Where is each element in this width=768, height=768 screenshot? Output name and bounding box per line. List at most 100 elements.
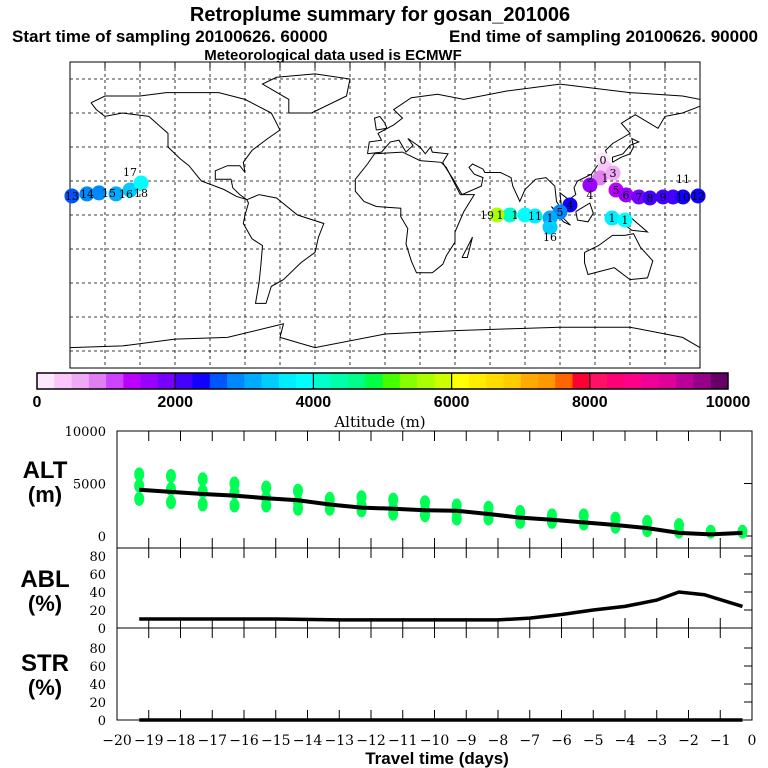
plume-point	[64, 188, 80, 204]
plume-point	[618, 187, 634, 203]
y-tick-label: 40	[89, 678, 106, 693]
x-tick-label: −18	[166, 733, 196, 749]
colorbar-frame	[36, 372, 729, 390]
colorbar-tick-label: 2000	[157, 394, 193, 411]
plume-point	[108, 186, 124, 202]
colorbar-swatch	[589, 373, 608, 389]
y-tick-label: 60	[89, 568, 106, 583]
altitude-point	[197, 472, 208, 487]
x-tick-label: −3	[646, 733, 667, 749]
plume-point-label: 1	[512, 209, 519, 222]
colorbar-swatch	[278, 373, 297, 389]
x-axis-title: Travel time (days)	[365, 749, 509, 768]
plume-point	[91, 185, 107, 201]
abl-line	[139, 590, 743, 622]
abl-label-1: ABL	[20, 566, 69, 593]
x-tick-label: −12	[356, 733, 386, 749]
altitude-point	[261, 480, 272, 495]
plume-point	[133, 175, 149, 191]
colorbar-swatch	[140, 373, 159, 389]
plume-point-label: 10	[676, 191, 690, 204]
sampling-end: End time of sampling 20100626. 90000	[449, 27, 758, 46]
plume-point-label: 19	[480, 209, 494, 222]
plume-point-label: 2	[587, 172, 594, 185]
plume-point-label: 17	[123, 166, 137, 179]
colorbar-swatch	[175, 373, 193, 389]
plume-point	[582, 177, 598, 193]
plume-point-label: 14	[80, 188, 94, 201]
plume-point-label: 9	[660, 191, 667, 204]
x-tick-label: 0	[748, 733, 757, 749]
plume-point-label: 15	[102, 187, 116, 200]
plume-point-label: 8	[646, 192, 653, 205]
altitude-point	[134, 467, 145, 482]
y-tick-label: 0	[98, 530, 106, 545]
altitude-point	[134, 491, 145, 506]
altitude-point	[229, 498, 240, 513]
colorbar-swatch	[555, 373, 574, 389]
y-tick-label: 0	[98, 622, 106, 637]
colorbar-swatch	[313, 373, 332, 389]
colorbar-swatch	[399, 373, 418, 389]
altitude-point	[737, 524, 748, 539]
colorbar-swatch	[347, 373, 366, 389]
colorbar-swatch	[537, 373, 556, 389]
mean-altitude-line	[139, 487, 743, 537]
x-tick-label: −2	[678, 733, 699, 749]
colorbar-tick-label: 10000	[706, 394, 751, 411]
colorbar-swatch	[88, 373, 107, 389]
plume-point-label: 4	[586, 189, 593, 202]
colorbar-swatch	[192, 373, 211, 389]
coastline-africa	[354, 151, 476, 274]
colorbar-swatch	[157, 373, 176, 389]
colorbar-swatch	[520, 373, 539, 389]
plume-point-label: 1	[547, 212, 554, 225]
plume-point-label: 4	[566, 199, 573, 212]
coastline-australia	[584, 233, 654, 281]
x-tick-label: −8	[488, 733, 509, 749]
x-tick-label: −6	[551, 733, 572, 749]
plume-point	[605, 165, 621, 181]
coastline-madagascar	[461, 236, 473, 258]
altitude-point	[292, 483, 303, 498]
plume-point-label: 7	[635, 191, 642, 204]
x-tick-label: −13	[324, 733, 354, 749]
y-tick-label: 20	[89, 696, 106, 711]
y-tick-label: 40	[89, 586, 106, 601]
colorbar-swatch	[434, 373, 453, 389]
x-tick-label: −15	[261, 733, 291, 749]
y-tick-label: 60	[89, 660, 106, 675]
coastline-north-america	[90, 92, 281, 201]
coastline-borneo	[575, 202, 594, 223]
x-tick-label: −20	[102, 733, 132, 749]
plume-point-label: 1	[601, 172, 608, 185]
colorbar-swatch	[54, 373, 73, 389]
colorbar-swatch	[503, 373, 522, 389]
plume-point	[122, 182, 138, 198]
colorbar-swatch	[641, 373, 660, 389]
colorbar-tick-label: 6000	[434, 394, 470, 411]
x-tick-label: −19	[134, 733, 164, 749]
plume-point-label: 3	[610, 167, 617, 180]
plume-point-label: 12	[691, 190, 705, 203]
colorbar-swatch	[451, 373, 470, 389]
plume-point	[631, 189, 647, 205]
colorbar-swatch	[382, 373, 401, 389]
colorbar-swatch	[365, 373, 383, 389]
colorbar-tick-label: 8000	[572, 394, 608, 411]
x-tick-label: −11	[388, 733, 418, 749]
coastline-antarctica	[69, 323, 701, 349]
colorbar-swatch	[71, 373, 90, 389]
altitude-point	[705, 524, 716, 539]
x-tick-label: −7	[519, 733, 540, 749]
altitude-colorbar: 0 2000 4000 6000 8000 10000	[33, 372, 751, 411]
colorbar-swatch	[486, 373, 504, 389]
colorbar-swatch	[227, 373, 245, 389]
plume-point	[502, 207, 518, 223]
str-label-2: (%)	[28, 675, 62, 700]
plume-point-label: 13	[65, 190, 79, 203]
alt-label-1: ALT	[23, 457, 68, 484]
altitude-point	[197, 484, 208, 499]
